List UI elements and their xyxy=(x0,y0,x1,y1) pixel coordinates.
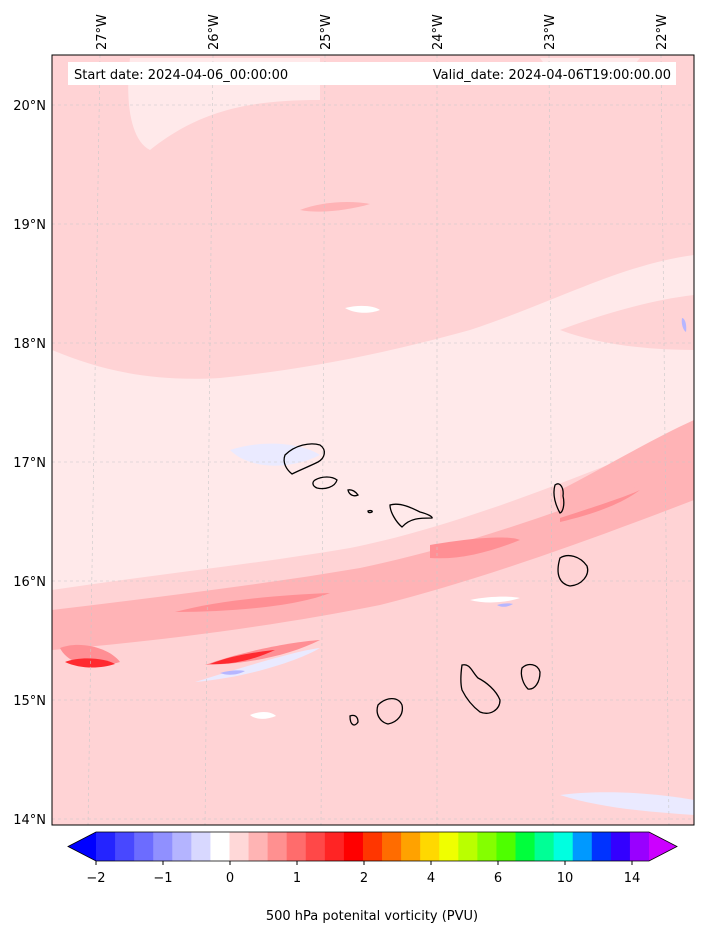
lon-label: 25°W xyxy=(319,14,334,50)
lon-label: 23°W xyxy=(543,14,558,50)
lat-label: 19°N xyxy=(13,218,46,233)
lon-label: 27°W xyxy=(95,14,110,50)
colorbar-swatch xyxy=(343,832,364,861)
lat-label: 17°N xyxy=(13,456,46,471)
colorbar-tick-label: 4 xyxy=(427,871,435,886)
pv-streak-2 xyxy=(175,593,330,612)
longitude-labels: 27°W 26°W 25°W 24°W 23°W 22°W xyxy=(95,14,670,50)
colorbar-swatch xyxy=(210,832,230,861)
colorbar-swatch xyxy=(324,832,345,861)
lat-label: 16°N xyxy=(13,575,46,590)
pv-filament-center xyxy=(210,650,275,665)
colorbar-swatch xyxy=(534,832,555,861)
pv-band-north xyxy=(52,55,694,379)
island-branco xyxy=(367,509,373,514)
lat-label: 14°N xyxy=(13,813,46,828)
island-santo-antao xyxy=(283,443,325,475)
island-maio xyxy=(520,663,541,690)
island-sao-nicolau xyxy=(389,503,433,528)
lon-label: 24°W xyxy=(431,14,446,50)
colorbar-swatch xyxy=(458,832,478,861)
colorbar-extend-max xyxy=(649,832,677,861)
islands xyxy=(283,443,589,726)
colorbar-swatch xyxy=(553,832,574,861)
colorbar-swatch xyxy=(629,832,650,861)
colorbar-tick-label: 14 xyxy=(624,871,641,886)
pv-low-zone-2 xyxy=(220,670,245,675)
island-sal xyxy=(553,483,565,514)
colorbar-swatch xyxy=(305,832,326,861)
colorbar-swatch xyxy=(572,832,593,861)
island-fogo xyxy=(376,697,404,725)
pv-white-patch-3 xyxy=(470,596,520,603)
colorbar-tick-label: −1 xyxy=(153,871,172,886)
island-brava xyxy=(349,714,359,726)
island-santa-luzia xyxy=(347,489,359,497)
colorbar-swatch xyxy=(362,832,383,861)
gridlines xyxy=(52,55,694,825)
valid-date-label: Valid_date: 2024-04-06T19:00:00.00 xyxy=(433,68,671,83)
colorbar-swatch xyxy=(115,832,135,861)
pv-streak-3 xyxy=(430,537,520,559)
pv-streak-4 xyxy=(560,490,640,522)
pv-low-zone-3 xyxy=(230,443,320,466)
map-panel xyxy=(52,55,694,825)
pv-white-patch-1 xyxy=(345,305,380,313)
island-santiago xyxy=(460,664,501,714)
pv-patch-northeast xyxy=(560,295,694,350)
map-frame xyxy=(51,54,695,826)
colorbar-swatch xyxy=(267,832,288,861)
island-sao-vicente xyxy=(312,476,338,490)
colorbar-tick-label: 1 xyxy=(293,871,301,886)
pv-low-zone-5 xyxy=(497,603,513,607)
colorbar-swatch xyxy=(477,832,497,861)
pv-filament-west xyxy=(65,658,115,668)
colorbar-swatch xyxy=(172,832,192,861)
lat-label: 20°N xyxy=(13,99,46,114)
colorbar-swatch xyxy=(496,832,517,861)
colorbar-tick-label: 10 xyxy=(557,871,574,886)
colorbar-swatch xyxy=(286,832,307,861)
colorbar-swatch xyxy=(439,832,459,861)
start-date-label: Start date: 2024-04-06_00:00:00 xyxy=(74,68,288,83)
pv-low-zone-6 xyxy=(681,318,687,332)
pv-band-medium-east xyxy=(560,420,694,520)
colorbar-tick-label: −2 xyxy=(86,871,105,886)
lon-label: 22°W xyxy=(655,14,670,50)
colorbar-tick-label: 2 xyxy=(360,871,368,886)
colorbar-swatch xyxy=(515,832,536,861)
pv-band-medium xyxy=(52,460,694,650)
colorbar-swatch xyxy=(248,832,269,861)
colorbar-swatch xyxy=(134,832,154,861)
island-boa-vista xyxy=(557,555,589,587)
header-box xyxy=(68,62,676,85)
lat-label: 18°N xyxy=(13,337,46,352)
colorbar-swatch xyxy=(610,832,631,861)
colorbar-swatch xyxy=(382,832,402,861)
colorbar xyxy=(67,831,678,862)
colorbar-swatch xyxy=(153,832,173,861)
colorbar-swatch xyxy=(401,832,421,861)
colorbar-extend-min xyxy=(68,832,96,861)
colorbar-swatch xyxy=(591,832,612,861)
colorbar-swatch xyxy=(229,832,250,861)
pv-low-zone-4 xyxy=(560,792,694,815)
colorbar-swatch xyxy=(191,832,211,861)
colorbar-ticks: −2 −1 0 1 2 4 6 10 14 xyxy=(86,861,640,886)
colorbar-tick-label: 0 xyxy=(226,871,234,886)
colorbar-swatch xyxy=(96,832,116,861)
pv-white-patch-2 xyxy=(250,712,276,719)
colorbar-tick-label: 6 xyxy=(494,871,502,886)
colorbar-swatch xyxy=(420,832,440,861)
colorbar-label: 500 hPa potenital vorticity (PVU) xyxy=(266,909,478,924)
lat-label: 15°N xyxy=(13,694,46,709)
latitude-labels: 20°N 19°N 18°N 17°N 16°N 15°N 14°N xyxy=(13,99,46,828)
lon-label: 26°W xyxy=(207,14,222,50)
pv-streak-north xyxy=(300,202,370,212)
